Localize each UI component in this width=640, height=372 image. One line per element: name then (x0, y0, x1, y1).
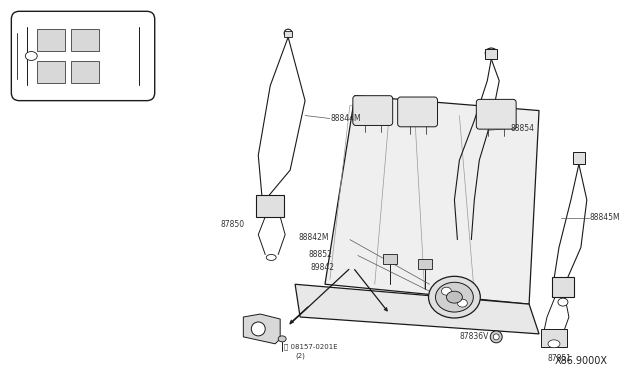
Ellipse shape (429, 276, 480, 318)
Ellipse shape (278, 336, 286, 342)
Ellipse shape (558, 298, 568, 306)
Text: 87851: 87851 (547, 354, 571, 363)
Bar (552, 277, 574, 297)
Bar (71, 61, 99, 83)
Ellipse shape (442, 287, 451, 295)
Text: 88854: 88854 (510, 124, 534, 133)
Ellipse shape (485, 48, 497, 58)
Polygon shape (325, 96, 539, 304)
Text: (2): (2) (295, 353, 305, 359)
Ellipse shape (490, 331, 502, 343)
Text: 88852: 88852 (308, 250, 332, 259)
Ellipse shape (458, 299, 467, 307)
Ellipse shape (266, 254, 276, 260)
Bar (573, 152, 585, 164)
Bar (541, 329, 567, 347)
Ellipse shape (574, 153, 584, 163)
Ellipse shape (284, 29, 292, 37)
Text: 87836V: 87836V (460, 332, 489, 341)
Text: 89842: 89842 (310, 263, 334, 272)
Bar (256, 195, 284, 217)
Text: Ⓡ: Ⓡ (255, 326, 258, 332)
Text: 88845M: 88845M (590, 213, 620, 222)
Text: 88844M: 88844M (331, 114, 362, 123)
Bar (485, 49, 497, 59)
Text: 88842M: 88842M (298, 233, 328, 242)
Text: X86.9000X: X86.9000X (555, 356, 608, 366)
Polygon shape (243, 314, 280, 344)
Ellipse shape (493, 334, 499, 340)
Ellipse shape (447, 291, 462, 303)
Text: 87850: 87850 (220, 220, 244, 229)
Bar (37, 29, 65, 51)
FancyBboxPatch shape (476, 99, 516, 129)
Bar (71, 27, 133, 85)
FancyBboxPatch shape (397, 97, 438, 127)
Ellipse shape (252, 322, 265, 336)
Bar (284, 31, 292, 37)
Ellipse shape (26, 51, 37, 60)
Bar (417, 259, 431, 269)
Bar (71, 29, 99, 51)
FancyBboxPatch shape (12, 11, 155, 101)
Bar (37, 61, 65, 83)
Ellipse shape (435, 282, 474, 312)
FancyBboxPatch shape (353, 96, 393, 125)
Text: Ⓡ 08157-0201E: Ⓡ 08157-0201E (284, 343, 338, 350)
Ellipse shape (548, 340, 560, 348)
Polygon shape (295, 284, 539, 334)
Bar (383, 254, 397, 264)
